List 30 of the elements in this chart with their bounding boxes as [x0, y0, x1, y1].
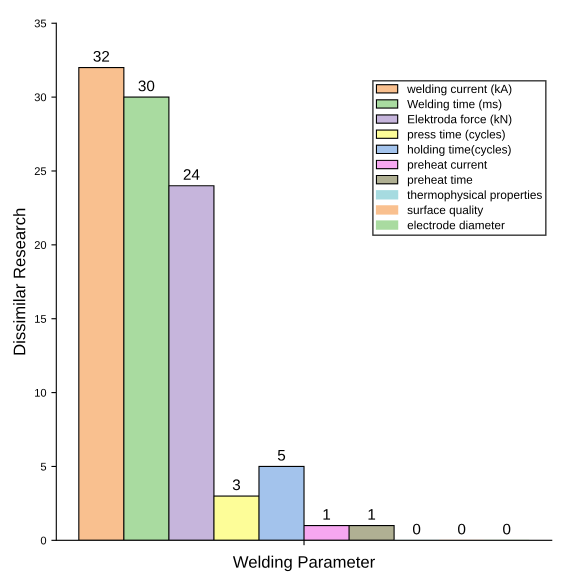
legend-label: thermophysical properties [407, 190, 542, 202]
y-tick-label: 35 [34, 20, 46, 28]
legend-label: surface quality [407, 205, 484, 216]
legend-label: preheat current [408, 160, 488, 172]
data-label: 3 [232, 479, 240, 490]
data-label: 24 [184, 169, 200, 180]
data-label: 0 [503, 524, 510, 535]
y-tick-label: 0 [40, 536, 46, 544]
legend-label: Elektroda force (kN) [408, 114, 512, 126]
x-axis-title: Welding Parameter [232, 556, 375, 572]
y-tick-label: 15 [35, 315, 46, 323]
y-axis-title: Dissimilar Research [13, 208, 26, 355]
data-label: 1 [368, 509, 376, 520]
y-tick-label: 30 [34, 93, 46, 102]
data-label: 1 [323, 509, 330, 520]
legend-label: Welding time (ms) [407, 100, 502, 111]
data-label: 0 [458, 524, 466, 535]
y-tick-label: 10 [35, 388, 46, 397]
data-label: 32 [93, 50, 110, 62]
legend-label: welding current (kA) [407, 84, 512, 96]
legend-label: press time (cycles) [408, 130, 505, 141]
y-tick-label: 20 [34, 241, 46, 249]
y-tick-label: 5 [40, 462, 46, 471]
legend-label: holding time(cycles) [408, 144, 511, 156]
legend-label: electrode diameter [408, 220, 505, 230]
y-tick-label: 25 [34, 167, 46, 176]
data-label: 30 [138, 80, 154, 92]
legend-label: preheat time [408, 175, 472, 186]
data-label: 0 [412, 524, 420, 535]
data-label: 5 [278, 450, 286, 461]
